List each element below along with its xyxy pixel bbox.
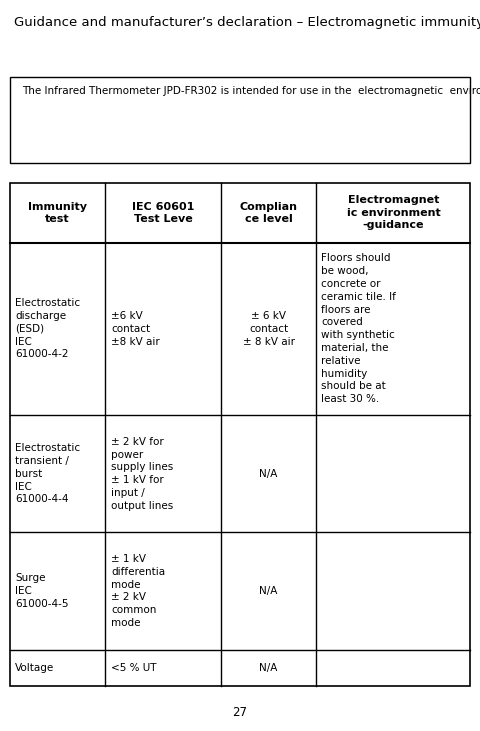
Text: <5 % UT: <5 % UT bbox=[111, 663, 156, 673]
Text: Immunity
test: Immunity test bbox=[28, 202, 87, 224]
Text: ± 6 kV
contact
± 8 kV air: ± 6 kV contact ± 8 kV air bbox=[242, 311, 295, 346]
Text: Electromagnet
ic environment
-guidance: Electromagnet ic environment -guidance bbox=[347, 195, 440, 230]
FancyBboxPatch shape bbox=[10, 183, 470, 686]
Text: ±6 kV
contact
±8 kV air: ±6 kV contact ±8 kV air bbox=[111, 311, 160, 346]
Text: Floors should
be wood,
concrete or
ceramic tile. If
floors are
covered
with synt: Floors should be wood, concrete or ceram… bbox=[321, 254, 396, 404]
Text: ± 1 kV
differentia
mode
± 2 kV
common
mode: ± 1 kV differentia mode ± 2 kV common mo… bbox=[111, 554, 165, 628]
FancyBboxPatch shape bbox=[10, 77, 470, 163]
Text: 27: 27 bbox=[232, 706, 248, 719]
Text: N/A: N/A bbox=[259, 469, 278, 479]
Text: ± 2 kV for
power
supply lines
± 1 kV for
input /
output lines: ± 2 kV for power supply lines ± 1 kV for… bbox=[111, 436, 173, 511]
Text: The Infrared Thermometer JPD-FR302 is intended for use in the  electromagnetic  : The Infrared Thermometer JPD-FR302 is in… bbox=[22, 86, 480, 96]
Text: Electrostatic
discharge
(ESD)
IEC
61000-4-2: Electrostatic discharge (ESD) IEC 61000-… bbox=[15, 298, 81, 360]
Text: Voltage: Voltage bbox=[15, 663, 55, 673]
Text: N/A: N/A bbox=[259, 663, 278, 673]
Text: Guidance and manufacturer’s declaration – Electromagnetic immunity – for all equ: Guidance and manufacturer’s declaration … bbox=[14, 16, 480, 29]
Text: N/A: N/A bbox=[259, 586, 278, 596]
Text: Electrostatic
transient /
burst
IEC
61000-4-4: Electrostatic transient / burst IEC 6100… bbox=[15, 443, 81, 504]
Text: IEC 60601
Test Leve: IEC 60601 Test Leve bbox=[132, 202, 194, 224]
Text: Surge
IEC
61000-4-5: Surge IEC 61000-4-5 bbox=[15, 573, 69, 609]
Text: Complian
ce level: Complian ce level bbox=[240, 202, 298, 224]
